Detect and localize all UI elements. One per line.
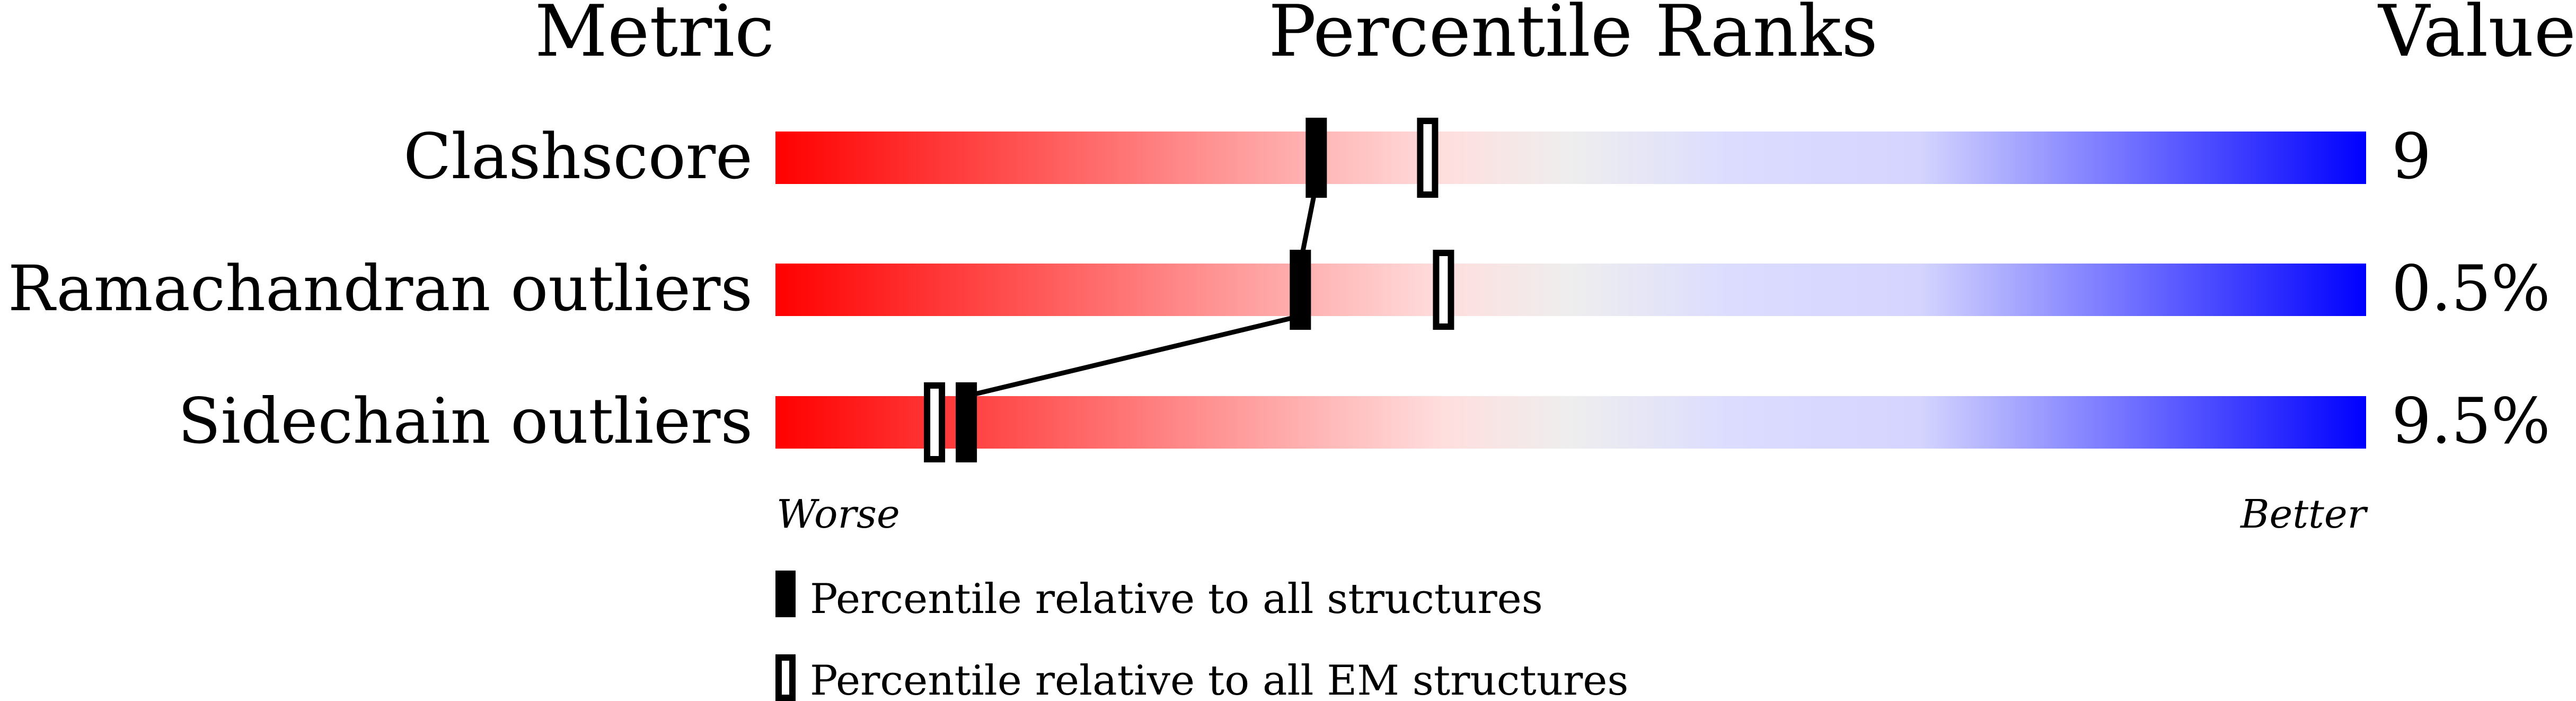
legend-all-structures: Percentile relative to all structures (810, 575, 1543, 623)
all-percentile-marker (956, 382, 977, 462)
all-percentile-marker (1305, 118, 1327, 198)
metric-value: 0.5% (2392, 252, 2551, 325)
metric-value: 9 (2392, 120, 2431, 193)
legend-filled-marker (775, 571, 796, 617)
percentile-link-line (966, 313, 1301, 399)
header-metric: Metric (535, 0, 774, 73)
axis-better-label: Better (2239, 492, 2368, 537)
percentile-bar (775, 264, 2366, 316)
metric-value: 9.5% (2392, 384, 2551, 458)
metric-label: Ramachandran outliers (8, 252, 753, 325)
em-percentile-marker (1417, 118, 1439, 198)
all-percentile-marker (1290, 250, 1311, 330)
header-percentile-ranks: Percentile Ranks (1268, 0, 1878, 73)
percentile-bar (775, 132, 2366, 184)
header-value: Value (2377, 0, 2576, 73)
em-percentile-marker (924, 382, 946, 462)
metric-label: Clashscore (403, 120, 753, 193)
legend-em-structures: Percentile relative to all EM structures (810, 657, 1628, 701)
percentile-bar (775, 396, 2366, 449)
em-percentile-marker (1433, 250, 1454, 330)
metric-label: Sidechain outliers (178, 384, 753, 458)
axis-worse-label: Worse (777, 492, 900, 537)
legend-hollow-marker (775, 654, 796, 701)
